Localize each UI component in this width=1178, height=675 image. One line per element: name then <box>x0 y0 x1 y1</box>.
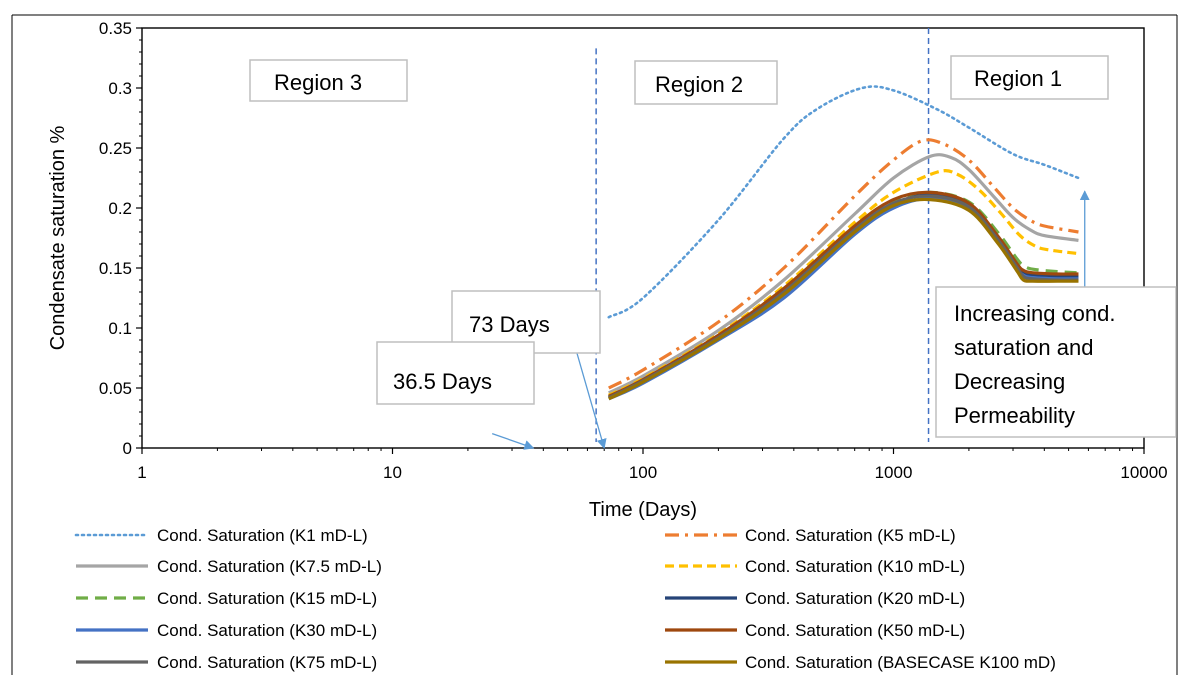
annotation-text: 73 Days <box>469 312 550 337</box>
y-tick-label: 0 <box>123 439 132 458</box>
legend-label: Cond. Saturation (K7.5 mD-L) <box>157 557 382 576</box>
x-tick-label: 10000 <box>1120 463 1167 482</box>
annotation-box <box>634 60 778 105</box>
y-axis-title: Condensate saturation % <box>47 125 69 350</box>
region-dividers <box>595 28 930 442</box>
legend-label: Cond. Saturation (K15 mD-L) <box>157 589 377 608</box>
y-axis: 0 0.05 0.1 0.15 0.2 0.25 0.3 0.35 <box>99 19 142 458</box>
y-tick-label: 0.35 <box>99 19 132 38</box>
legend-label: Cond. Saturation (K10 mD-L) <box>745 557 965 576</box>
y-tick-label: 0.25 <box>99 139 132 158</box>
y-tick-label: 0.3 <box>108 79 132 98</box>
legend-label: Cond. Saturation (K20 mD-L) <box>745 589 965 608</box>
annotation-text: Increasing cond. <box>954 301 1115 326</box>
legend-label: Cond. Saturation (K1 mD-L) <box>157 526 368 545</box>
series-line <box>608 153 1079 395</box>
y-tick-label: 0.05 <box>99 379 132 398</box>
y-tick-label: 0.2 <box>108 199 132 218</box>
annotation-text: Decreasing <box>954 369 1065 394</box>
annotation-box <box>950 55 1109 100</box>
x-tick-label: 1000 <box>875 463 913 482</box>
legend-label: Cond. Saturation (K75 mD-L) <box>157 653 377 672</box>
y-tick-label: 0.15 <box>99 259 132 278</box>
annotation-boxes: Region 3 Region 2 Region 1 73 Days 36.5 Days… <box>249 55 1177 438</box>
annotation-text: 36.5 Days <box>393 369 492 394</box>
annotation-box <box>249 59 408 102</box>
x-axis-title: Time (Days) <box>589 499 697 521</box>
x-tick-label: 10 <box>383 463 402 482</box>
series-line <box>608 190 1079 398</box>
legend-label: Cond. Saturation (K50 mD-L) <box>745 621 965 640</box>
series-line <box>607 85 1080 319</box>
y-tick-label: 0.1 <box>108 319 132 338</box>
annotation-text: saturation and <box>954 335 1093 360</box>
legend-label: Cond. Saturation (K30 mD-L) <box>157 621 377 640</box>
legend: Cond. Saturation (K1 mD-L) Cond. Saturati… <box>74 526 1056 672</box>
annotation-text: Region 3 <box>274 70 362 95</box>
annotation-text: Permeability <box>954 403 1075 428</box>
legend-label: Cond. Saturation (K5 mD-L) <box>745 526 956 545</box>
annotation-arrow <box>491 432 535 450</box>
legend-label: Cond. Saturation (BASECASE K100 mD) <box>745 653 1056 672</box>
annotation-text: Region 2 <box>655 72 743 97</box>
x-axis: 1 10 100 1000 10000 <box>137 448 1168 482</box>
data-series <box>607 85 1080 401</box>
annotation-box <box>935 286 1177 438</box>
x-tick-label: 1 <box>137 463 146 482</box>
annotation-box <box>376 341 535 405</box>
annotation-text: Region 1 <box>974 66 1062 91</box>
x-tick-label: 100 <box>629 463 657 482</box>
series-line <box>608 197 1079 401</box>
series-line <box>608 169 1079 397</box>
series-line <box>608 138 1079 390</box>
